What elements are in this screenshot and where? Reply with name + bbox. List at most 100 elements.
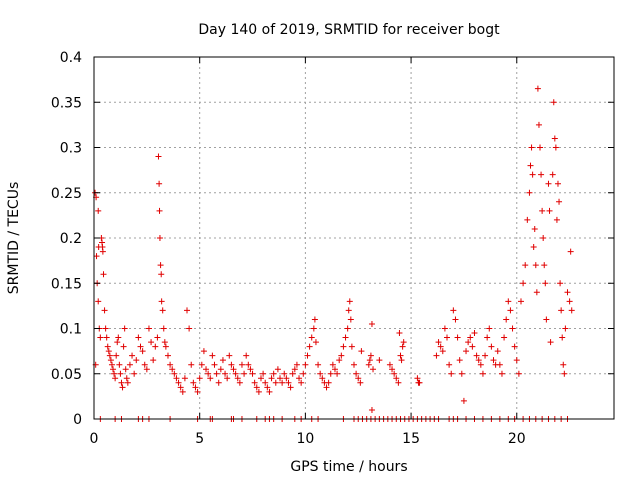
data-point	[482, 352, 489, 359]
data-point	[347, 316, 354, 323]
data-point	[467, 334, 474, 341]
data-point	[126, 361, 133, 368]
data-point	[101, 307, 108, 314]
data-point	[329, 361, 336, 368]
data-point	[520, 280, 527, 287]
data-point	[207, 375, 214, 382]
data-point	[270, 370, 277, 377]
data-point	[111, 370, 118, 377]
data-point	[281, 370, 288, 377]
data-point	[460, 397, 467, 404]
data-point	[119, 384, 126, 391]
data-point	[155, 153, 162, 160]
data-point	[484, 334, 491, 341]
data-point	[186, 325, 193, 332]
data-point	[531, 225, 538, 232]
data-point	[365, 361, 372, 368]
data-point	[164, 352, 171, 359]
data-point	[196, 375, 203, 382]
data-point	[215, 379, 222, 386]
data-point	[260, 370, 267, 377]
data-point	[564, 289, 571, 296]
data-point	[141, 361, 148, 368]
data-point	[458, 370, 465, 377]
data-point	[389, 366, 396, 373]
data-point	[135, 334, 142, 341]
data-point	[167, 361, 174, 368]
data-point	[370, 366, 377, 373]
data-point	[262, 379, 269, 386]
data-point	[327, 370, 334, 377]
data-point	[528, 144, 535, 151]
x-tick-label: 0	[90, 431, 99, 447]
data-point	[287, 384, 294, 391]
data-point	[494, 348, 501, 355]
data-point	[331, 366, 338, 373]
data-point	[448, 370, 455, 377]
data-point	[568, 307, 575, 314]
data-point	[133, 357, 140, 364]
data-point	[475, 357, 482, 364]
data-point	[368, 406, 375, 413]
data-point	[123, 375, 130, 382]
data-point	[366, 357, 373, 364]
data-point	[224, 375, 231, 382]
data-point	[100, 271, 107, 278]
data-point	[230, 366, 237, 373]
y-tick-label: 0.4	[60, 50, 82, 66]
x-tick-label: 15	[402, 431, 420, 447]
data-point	[159, 307, 166, 314]
data-point	[551, 135, 558, 142]
data-point	[179, 388, 186, 395]
data-point	[441, 325, 448, 332]
data-point	[253, 384, 260, 391]
data-point	[557, 280, 564, 287]
data-point	[393, 375, 400, 382]
grid-lines	[94, 57, 614, 419]
data-point	[222, 370, 229, 377]
data-point	[285, 379, 292, 386]
data-point	[515, 370, 522, 377]
data-point	[219, 357, 226, 364]
data-point	[345, 307, 352, 314]
data-point	[198, 361, 205, 368]
data-point	[226, 352, 233, 359]
data-point	[154, 334, 161, 341]
data-point	[446, 361, 453, 368]
data-point	[171, 370, 178, 377]
data-point	[490, 357, 497, 364]
data-point	[469, 343, 476, 350]
data-point	[342, 334, 349, 341]
data-point	[376, 357, 383, 364]
data-point	[238, 361, 245, 368]
data-point	[112, 375, 119, 382]
y-tick-label: 0.2	[60, 231, 82, 247]
data-point	[194, 388, 201, 395]
data-point	[122, 366, 129, 373]
data-point	[107, 357, 114, 364]
data-point	[348, 343, 355, 350]
data-point	[553, 216, 560, 223]
data-point	[501, 334, 508, 341]
data-point	[477, 361, 484, 368]
data-point	[113, 352, 120, 359]
data-point	[236, 379, 243, 386]
data-point	[517, 298, 524, 305]
data-point	[530, 244, 537, 251]
data-point	[289, 370, 296, 377]
data-point	[272, 379, 279, 386]
axis-ticks: 0 0.05 0.1 0.15 0.2 0.25 0.3 0.35 0.4 0 5 10 15 20	[51, 50, 614, 447]
data-point	[209, 352, 216, 359]
data-point	[556, 198, 563, 205]
data-point	[192, 384, 199, 391]
data-point	[399, 343, 406, 350]
data-point	[95, 298, 102, 305]
x-axis-label: GPS time / hours	[290, 459, 407, 475]
data-point	[336, 357, 343, 364]
data-point	[496, 361, 503, 368]
data-point	[156, 180, 163, 187]
data-point	[103, 334, 110, 341]
data-point	[190, 379, 197, 386]
data-point	[310, 325, 317, 332]
